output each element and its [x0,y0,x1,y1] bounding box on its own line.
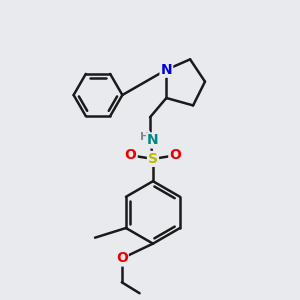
Text: H: H [140,132,149,142]
Text: N: N [147,134,159,148]
Text: O: O [125,148,136,162]
Text: O: O [116,251,128,266]
Text: N: N [160,63,172,77]
Text: O: O [169,148,181,162]
Text: S: S [148,152,158,166]
